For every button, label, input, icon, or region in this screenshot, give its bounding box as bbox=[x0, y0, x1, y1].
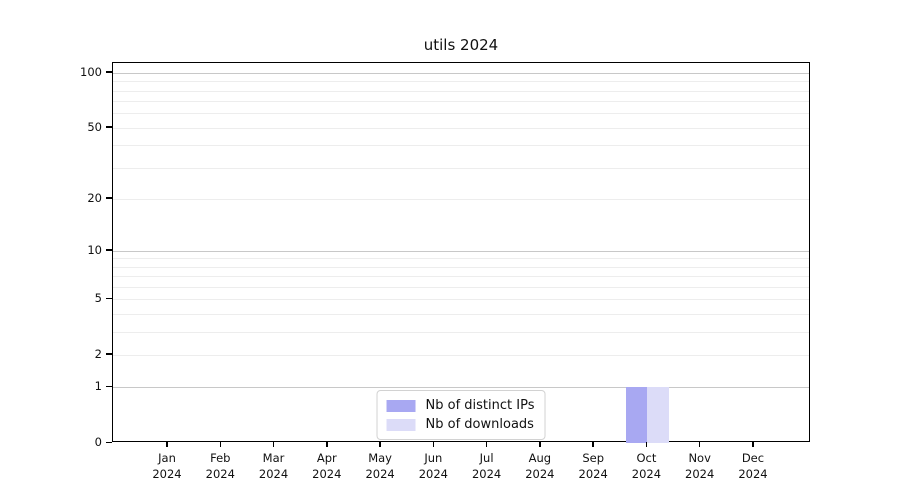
minor-gridline bbox=[113, 354, 809, 356]
x-tick-label: Jan 2024 bbox=[152, 451, 182, 481]
x-tick-mark bbox=[752, 442, 754, 447]
y-tick-mark bbox=[106, 126, 112, 128]
x-tick-label: Feb 2024 bbox=[205, 451, 235, 481]
y-tick-label: 0 bbox=[94, 435, 102, 449]
x-tick-label: Mar 2024 bbox=[258, 451, 289, 481]
legend-label-downloads: Nb of downloads bbox=[425, 417, 534, 432]
y-tick-label: 1 bbox=[94, 379, 102, 394]
y-tick-label: 50 bbox=[87, 119, 102, 134]
x-tick-mark bbox=[272, 442, 275, 447]
chart-title: utils 2024 bbox=[423, 36, 499, 54]
y-tick-mark bbox=[106, 71, 112, 73]
bar-downloads bbox=[647, 387, 669, 443]
y-tick-mark bbox=[106, 249, 112, 251]
legend-item-distinct-ips: Nb of distinct IPs bbox=[386, 398, 535, 413]
x-tick-mark bbox=[326, 442, 328, 447]
legend: Nb of distinct IPs Nb of downloads bbox=[376, 390, 546, 440]
x-tick-label: Nov 2024 bbox=[685, 451, 715, 481]
y-tick-label: 5 bbox=[94, 291, 102, 306]
minor-gridline bbox=[113, 101, 809, 103]
minor-gridline bbox=[113, 286, 809, 288]
minor-gridline bbox=[113, 198, 809, 200]
x-tick-label: Dec 2024 bbox=[738, 451, 768, 481]
x-tick-mark bbox=[219, 442, 222, 447]
x-tick-mark bbox=[645, 442, 648, 447]
minor-gridline bbox=[113, 113, 809, 115]
minor-gridline bbox=[113, 90, 809, 92]
y-tick-mark bbox=[106, 385, 112, 388]
y-tick-mark bbox=[106, 353, 112, 355]
minor-gridline bbox=[113, 167, 809, 169]
x-tick-label: Sep 2024 bbox=[578, 451, 608, 481]
bar-distinct-ips bbox=[625, 387, 648, 443]
minor-gridline bbox=[113, 145, 809, 147]
minor-gridline bbox=[113, 331, 809, 333]
x-tick-label: Jun 2024 bbox=[418, 451, 448, 481]
major-gridline bbox=[113, 387, 809, 389]
x-tick-label: Jul 2024 bbox=[471, 451, 502, 481]
y-tick-label: 10 bbox=[87, 242, 102, 257]
x-tick-label: Aug 2024 bbox=[525, 451, 555, 481]
x-tick-mark bbox=[485, 442, 488, 447]
minor-gridline bbox=[113, 258, 809, 260]
major-gridline bbox=[113, 250, 809, 252]
x-tick-mark bbox=[379, 442, 381, 447]
y-tick-mark bbox=[106, 441, 112, 443]
y-tick-mark bbox=[106, 297, 112, 300]
x-tick-mark bbox=[432, 442, 435, 447]
x-tick-label: May 2024 bbox=[365, 451, 395, 481]
distinct-ips-swatch-icon bbox=[386, 399, 416, 412]
legend-label-distinct-ips: Nb of distinct IPs bbox=[425, 398, 535, 413]
minor-gridline bbox=[113, 81, 809, 83]
x-tick-mark bbox=[698, 442, 701, 447]
y-tick-mark bbox=[106, 197, 112, 199]
downloads-swatch-icon bbox=[386, 418, 416, 431]
y-tick-label: 100 bbox=[80, 64, 102, 79]
minor-gridline bbox=[113, 276, 809, 278]
x-tick-mark bbox=[166, 442, 168, 447]
x-tick-mark bbox=[539, 442, 541, 447]
x-tick-label: Apr 2024 bbox=[312, 451, 342, 481]
minor-gridline bbox=[113, 299, 809, 301]
minor-gridline bbox=[113, 313, 809, 315]
major-gridline bbox=[113, 72, 809, 74]
y-tick-label: 2 bbox=[94, 346, 102, 361]
x-tick-mark bbox=[592, 442, 594, 447]
y-tick-label: 20 bbox=[87, 190, 102, 205]
plot-area bbox=[112, 62, 810, 443]
x-tick-label: Oct 2024 bbox=[631, 451, 662, 481]
minor-gridline bbox=[113, 127, 809, 129]
legend-item-downloads: Nb of downloads bbox=[386, 417, 535, 432]
minor-gridline bbox=[113, 266, 809, 268]
